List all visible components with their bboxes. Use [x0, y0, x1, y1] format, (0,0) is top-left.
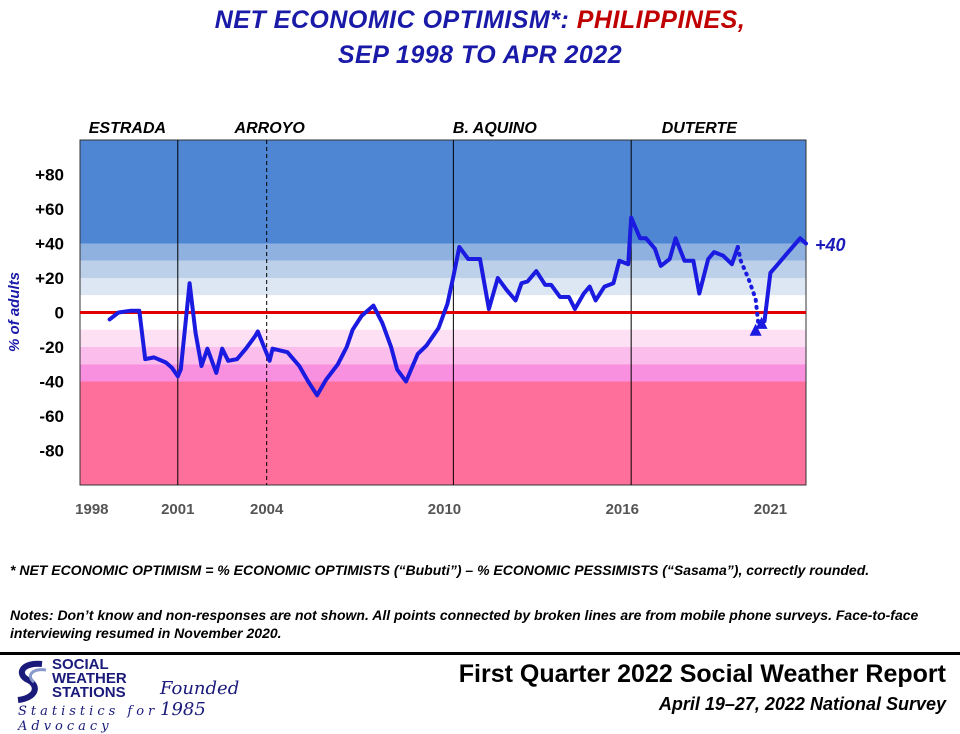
y-tick-label: -80: [39, 442, 64, 461]
band-1: [80, 243, 806, 261]
sws-swirl-icon: [17, 660, 47, 703]
chart-title-line2: SEP 1998 TO APR 2022: [337, 41, 623, 69]
band-6: [80, 347, 806, 365]
chart-title-line1: NET ECONOMIC OPTIMISM*: PHILIPPINES,: [0, 6, 960, 35]
y-axis-label: % of adults: [6, 272, 23, 352]
series-line-0: [107, 215, 740, 398]
marker-triangle-1: [755, 316, 768, 329]
president-label: ARROYO: [234, 120, 306, 137]
y-tick-label: -40: [39, 373, 64, 392]
y-tick-label: -20: [39, 338, 64, 357]
survey-dates: April 19–27, 2022 National Survey: [658, 694, 946, 714]
report-title: First Quarter 2022 Social Weather Report: [458, 660, 946, 688]
president-label: B. AQUINO: [453, 120, 537, 137]
president-label: ESTRADA: [89, 120, 166, 137]
x-tick-label: 2016: [606, 501, 639, 518]
y-tick-label: +80: [35, 166, 64, 185]
president-label: DUTERTE: [662, 120, 739, 137]
y-tick-label: +20: [35, 269, 64, 288]
title-country: PHILIPPINES,: [576, 6, 746, 34]
series-markers: [749, 316, 768, 336]
band-0: [80, 140, 806, 244]
logo-tagline: Statistics for Advocacy: [18, 704, 159, 734]
series-line-2: [762, 236, 808, 324]
x-tick-label: 2004: [250, 501, 284, 518]
x-tick-label: 2010: [428, 501, 461, 518]
x-axis-ticks: 1998 2001 2004 2010 2016 2021: [75, 501, 787, 518]
y-tick-label: -60: [39, 407, 64, 426]
band-7: [80, 364, 806, 382]
y-axis-ticks: +80 +60 +40 +20 0 -20 -40 -60 -80: [35, 166, 64, 461]
y-tick-label: +60: [35, 200, 64, 219]
footnote-definition: * NET ECONOMIC OPTIMISM = % ECONOMIC OPT…: [10, 562, 870, 578]
latest-value-annotation: +40: [815, 235, 846, 255]
band-5: [80, 329, 806, 347]
y-tick-label: 0: [55, 304, 64, 323]
footnote-notes: Notes: Don’t know and non-responses are …: [10, 607, 919, 641]
title-prefix: NET ECONOMIC OPTIMISM*:: [214, 6, 570, 34]
logo-stations: STATIONS: [52, 684, 126, 701]
logo-social: SOCIAL: [52, 656, 109, 673]
president-labels: ESTRADA ARROYO B. AQUINO DUTERTE: [89, 120, 739, 137]
band-2: [80, 260, 806, 278]
footer-divider: [0, 652, 960, 655]
band-3: [80, 278, 806, 296]
sws-logo: SOCIAL WEATHER STATIONS Founded 1985 Sta…: [10, 656, 260, 734]
x-tick-label: 2001: [161, 501, 194, 518]
x-tick-label: 2021: [754, 501, 787, 518]
logo-founded: Founded 1985: [160, 678, 240, 720]
logo-weather: WEATHER: [52, 670, 127, 687]
band-8: [80, 381, 806, 485]
x-tick-label: 1998: [75, 501, 108, 518]
economic-optimism-chart: +80 +60 +40 +20 0 -20 -40 -60 -80 1998 2001 2004 20…: [6, 120, 846, 518]
marker-triangle-0: [749, 323, 762, 336]
y-tick-label: +40: [35, 235, 64, 254]
